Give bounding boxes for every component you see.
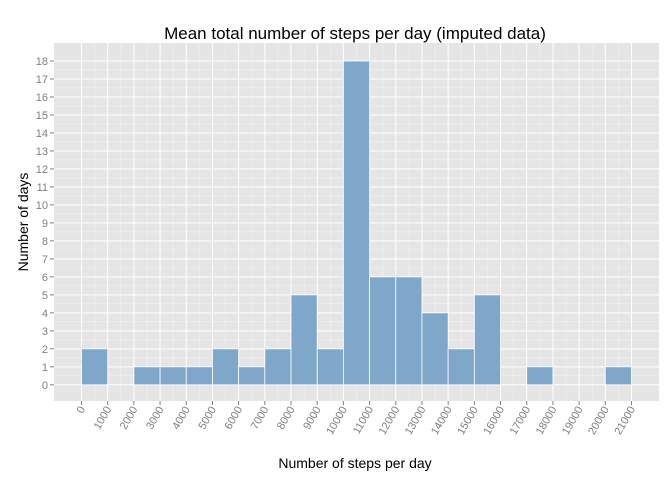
y-tick-label: 0 (42, 380, 48, 392)
x-tick-label: 19000 (560, 405, 586, 437)
x-tick-label: 15000 (455, 405, 481, 437)
histogram-bar (369, 276, 397, 386)
x-tick-label: 5000 (196, 405, 219, 432)
y-tick-label: 15 (36, 110, 48, 122)
y-tick-label: 16 (36, 92, 48, 104)
x-tick-label: 18000 (534, 405, 560, 437)
y-tick-label: 2 (42, 344, 48, 356)
y-tick-label: 17 (36, 74, 48, 86)
y-tick-label: 1 (42, 362, 48, 374)
y-tick-label: 5 (42, 290, 48, 302)
x-tick-label: 6000 (223, 405, 246, 432)
histogram-bar (238, 366, 266, 386)
x-axis-title: Number of steps per day (278, 455, 431, 471)
histogram-bar (316, 348, 344, 386)
x-tick-label: 11000 (351, 405, 376, 437)
x-tick-label: 8000 (275, 405, 298, 432)
x-tick-label: 13000 (403, 405, 429, 437)
histogram-bar (447, 348, 475, 386)
y-tick-label: 14 (36, 128, 48, 140)
histogram-bar (473, 294, 501, 386)
y-tick-label: 9 (42, 218, 48, 230)
histogram-bar (421, 312, 449, 386)
histogram-bar (185, 366, 213, 386)
x-tick-label: 12000 (377, 405, 403, 437)
x-tick-label: 4000 (170, 405, 193, 432)
histogram-bar (290, 294, 318, 386)
histogram-bar (133, 366, 161, 386)
y-tick-label: 18 (36, 56, 48, 68)
x-tick-label: 17000 (508, 405, 534, 437)
y-tick-label: 4 (42, 308, 48, 320)
y-tick-label: 12 (36, 164, 48, 176)
x-tick-label: 0 (75, 405, 88, 416)
histogram-bar (81, 348, 109, 386)
x-tick-label: 10000 (324, 405, 350, 437)
histogram-bar (604, 366, 632, 386)
x-tick-label: 7000 (249, 405, 272, 432)
histogram-bar (526, 366, 554, 386)
bars (81, 60, 632, 386)
x-tick-label: 16000 (481, 405, 507, 437)
x-tick-label: 20000 (586, 405, 612, 437)
y-tick-label: 8 (42, 236, 48, 248)
y-tick-label: 10 (36, 200, 48, 212)
histogram-bar (395, 276, 423, 386)
y-tick-label: 13 (36, 146, 48, 158)
histogram-bar (264, 348, 292, 386)
x-tick-label: 3000 (144, 405, 167, 432)
chart-title: Mean total number of steps per day (impu… (164, 24, 546, 43)
x-tick-label: 14000 (429, 405, 455, 437)
histogram-bar (212, 348, 240, 386)
x-tick-label: 9000 (301, 405, 324, 432)
x-tick-label: 1000 (92, 405, 115, 432)
y-tick-label: 11 (37, 182, 48, 194)
y-tick-label: 7 (42, 254, 48, 266)
y-tick-label: 6 (42, 272, 48, 284)
y-axis-title: Number of days (15, 173, 31, 272)
y-tick-label: 3 (42, 326, 48, 338)
x-tick-label: 2000 (118, 405, 141, 432)
x-axis-ticks: 0 1000 2000 3000 4000 5000 6000 7000 8000 9000 100… (75, 401, 638, 437)
x-tick-label: 21000 (612, 405, 638, 437)
histogram-bar (159, 366, 187, 386)
histogram-bar (343, 60, 370, 386)
